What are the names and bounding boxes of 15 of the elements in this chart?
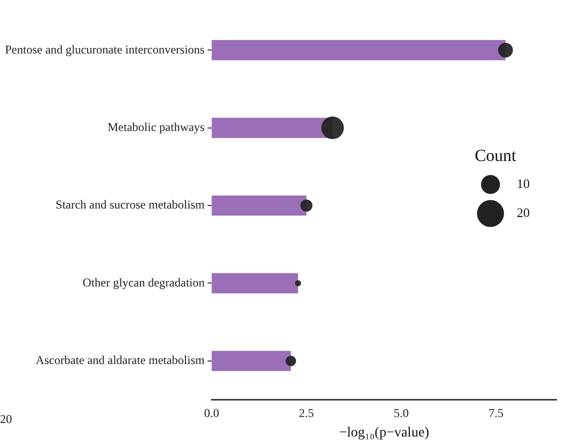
text: 20 [0, 412, 12, 426]
y-tick-label: Pentose and glucuronate interconversions [4, 42, 205, 56]
legend-title: Count [474, 146, 518, 166]
x-tick-label: 5.0 [394, 406, 409, 420]
x-tick-label: 0.0 [204, 406, 220, 420]
x-tick-label: 7.5 [488, 406, 504, 420]
y-tick-label: Other glycan degradation [82, 275, 205, 290]
legend-label: 20 [516, 205, 530, 222]
y-tick-label: Starch and sucrose metabolism [56, 198, 206, 212]
x-tick-label: 2.5 [298, 406, 314, 420]
y-tick-label: Metabolic pathways [108, 120, 205, 134]
bar [212, 273, 298, 294]
legend-label: 10 [516, 176, 530, 192]
x-axis-title: −log₁₀(p−value) [339, 425, 430, 440]
y-tick-label: Ascorbate and aldarate metabolism [36, 353, 206, 368]
